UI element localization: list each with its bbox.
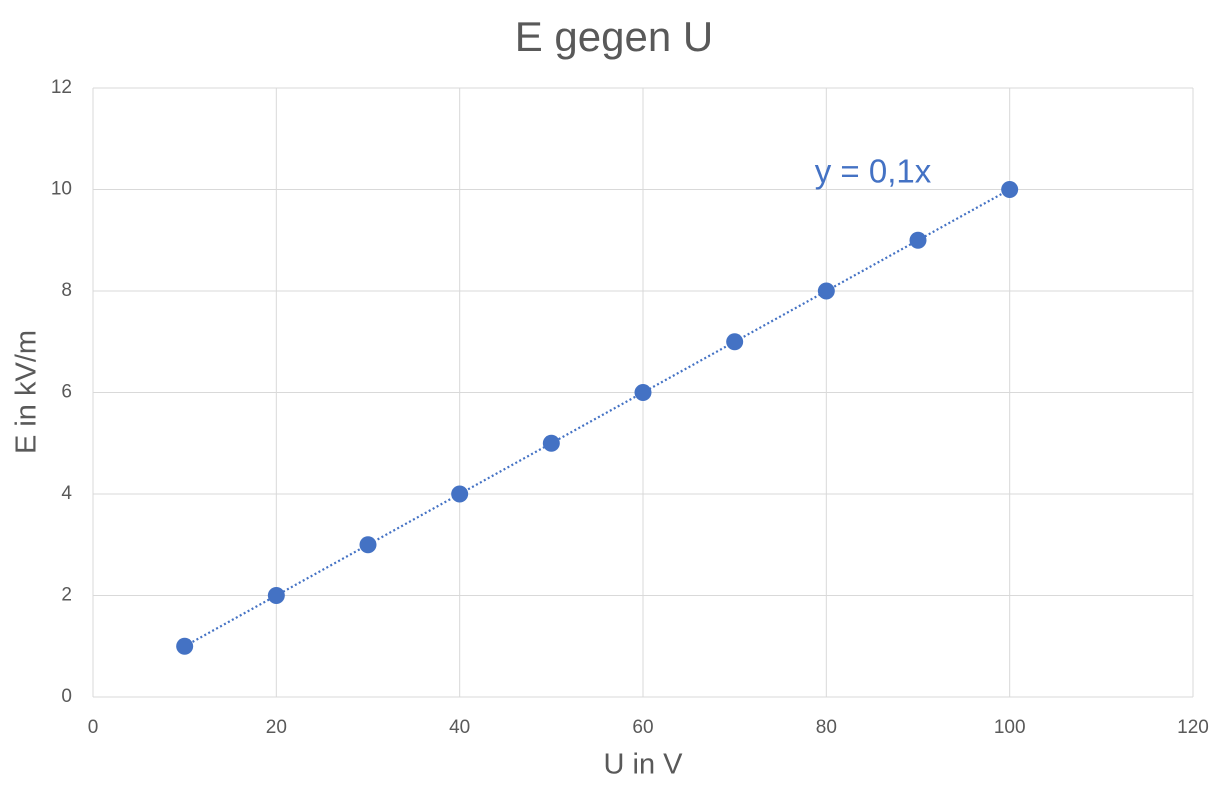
y-tick-label: 6: [61, 382, 72, 403]
x-tick-label: 40: [449, 717, 470, 738]
point: [909, 231, 927, 249]
x-axis-label: U in V: [604, 749, 684, 781]
point: [359, 536, 377, 554]
point: [176, 637, 194, 655]
chart-title: E gegen U: [515, 13, 713, 60]
y-tick-label: 8: [61, 280, 72, 301]
trendline-label: y = 0,1x: [815, 153, 932, 190]
x-tick-label: 80: [816, 717, 837, 738]
point: [267, 587, 285, 604]
point: [817, 282, 835, 300]
y-tick-label: 4: [61, 483, 72, 504]
point: [542, 434, 560, 452]
y-tick-label: 0: [61, 686, 72, 707]
x-tick-label: 120: [1177, 717, 1209, 738]
x-tick-label: 60: [632, 717, 653, 738]
y-tick-label: 12: [51, 77, 72, 98]
x-tick-label: 100: [994, 717, 1026, 738]
y-axis-label: E in kV/m: [11, 330, 43, 454]
point: [634, 384, 652, 401]
x-tick-label: 20: [266, 717, 287, 738]
x-tick-label: 0: [88, 717, 99, 738]
point: [451, 485, 469, 503]
y-tick-label: 10: [51, 179, 72, 200]
point: [1001, 181, 1019, 198]
y-tick-label: 2: [61, 585, 72, 606]
point: [726, 333, 744, 351]
